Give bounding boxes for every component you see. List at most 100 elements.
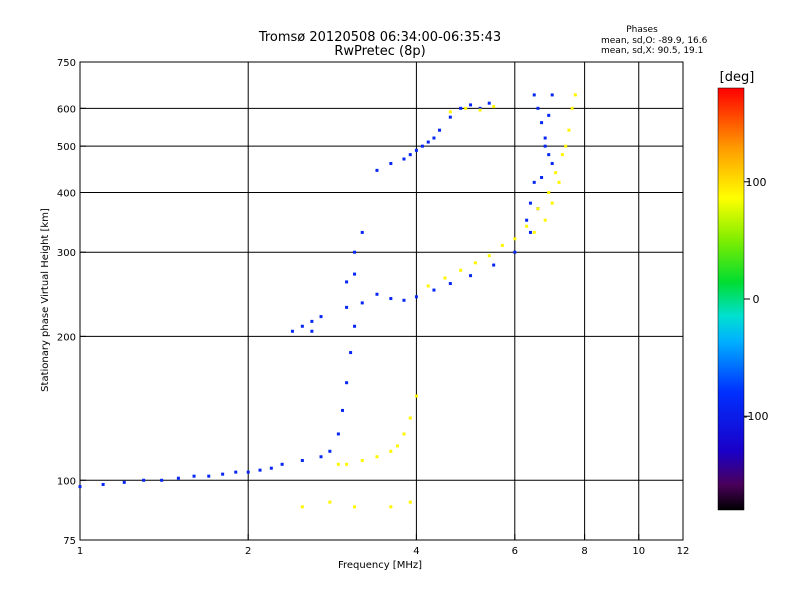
- colorbar: [717, 87, 745, 511]
- data-point: [528, 201, 532, 205]
- data-point: [432, 288, 436, 292]
- data-point: [408, 416, 412, 420]
- data-point: [532, 180, 536, 184]
- data-point: [492, 263, 496, 267]
- data-point: [122, 480, 126, 484]
- data-point: [290, 329, 294, 333]
- data-point: [573, 93, 577, 97]
- data-point: [300, 458, 304, 462]
- y-tick-label: 75: [63, 536, 76, 547]
- y-tick-label: 100: [57, 476, 76, 487]
- data-point: [532, 230, 536, 234]
- data-point: [448, 115, 452, 119]
- data-point: [543, 144, 547, 148]
- colorbar-label: [deg]: [720, 70, 755, 85]
- grid-lines: [80, 62, 683, 540]
- data-point: [540, 175, 544, 179]
- data-point: [487, 101, 491, 105]
- phase-stats-heading: Phases: [626, 25, 658, 35]
- data-point: [459, 268, 463, 272]
- data-point: [408, 500, 412, 504]
- data-point: [420, 144, 424, 148]
- data-point: [525, 224, 529, 228]
- data-point: [402, 298, 406, 302]
- data-point: [414, 295, 418, 299]
- data-point: [389, 161, 393, 165]
- data-point: [336, 432, 340, 436]
- data-point: [464, 106, 468, 110]
- data-point: [353, 250, 357, 254]
- data-point: [389, 449, 393, 453]
- y-tick-label: 300: [57, 248, 76, 259]
- data-point: [567, 128, 571, 132]
- data-point: [528, 230, 532, 234]
- x-tick-label: 4: [413, 546, 419, 557]
- phase-stats-x: mean, sd,X: 90.5, 19.1: [601, 46, 703, 56]
- data-point: [78, 485, 82, 489]
- data-point: [536, 207, 540, 211]
- data-point: [525, 218, 529, 222]
- x-axis-label: Frequency [MHz]: [338, 560, 422, 571]
- data-point: [448, 282, 452, 286]
- colorbar-tick-label: -100: [744, 410, 769, 423]
- data-point: [221, 472, 225, 476]
- data-point: [360, 230, 364, 234]
- data-point: [319, 455, 323, 459]
- data-point: [487, 254, 491, 258]
- data-point: [414, 394, 418, 398]
- data-point: [550, 161, 554, 165]
- data-point: [345, 280, 349, 284]
- data-point: [375, 168, 379, 172]
- data-point: [246, 470, 250, 474]
- data-point: [207, 474, 211, 478]
- chart-title: Tromsø 20120508 06:34:00-06:35:43: [258, 30, 501, 45]
- data-point: [341, 408, 345, 412]
- data-point: [234, 470, 238, 474]
- y-axis-label: Stationary phase Virtual Height [km]: [40, 208, 51, 392]
- data-point: [395, 444, 399, 448]
- data-point: [432, 136, 436, 140]
- data-point: [269, 466, 273, 470]
- chart-subtitle: RwPretec (8p): [334, 44, 425, 59]
- data-point: [176, 476, 180, 480]
- data-point: [500, 243, 504, 247]
- phase-stats-o: mean, sd,O: -89.9, 16.6: [601, 36, 708, 46]
- data-point: [570, 106, 574, 110]
- data-point: [360, 458, 364, 462]
- data-point: [402, 432, 406, 436]
- x-axis-ticks: 1 2 4 6 8 10 12: [77, 534, 690, 557]
- x-tick-label: 12: [677, 546, 690, 557]
- data-point: [360, 301, 364, 305]
- data-point: [101, 482, 105, 486]
- data-point: [389, 505, 393, 509]
- data-point: [438, 128, 442, 132]
- data-point: [473, 261, 477, 265]
- data-point: [469, 274, 473, 278]
- y-tick-label: 750: [57, 58, 76, 69]
- data-point: [345, 462, 349, 466]
- data-point: [448, 110, 452, 114]
- data-point: [547, 190, 551, 194]
- data-point: [547, 153, 551, 157]
- colorbar-tick-label: 0: [753, 293, 760, 306]
- y-tick-label: 200: [57, 332, 76, 343]
- data-point: [280, 462, 284, 466]
- data-point: [478, 106, 482, 110]
- data-point: [414, 148, 418, 152]
- data-point: [554, 171, 558, 175]
- x-tick-label: 6: [512, 546, 518, 557]
- data-point: [258, 468, 262, 472]
- data-point: [459, 106, 463, 110]
- data-point: [300, 505, 304, 509]
- data-point: [353, 272, 357, 276]
- colorbar-tick-label: 100: [746, 176, 767, 189]
- data-point: [443, 276, 447, 280]
- y-tick-label: 400: [57, 188, 76, 199]
- x-tick-label: 10: [632, 546, 645, 557]
- data-point: [550, 93, 554, 97]
- data-point: [532, 93, 536, 97]
- plot-area: [79, 61, 684, 541]
- data-point: [353, 324, 357, 328]
- data-point: [300, 324, 304, 328]
